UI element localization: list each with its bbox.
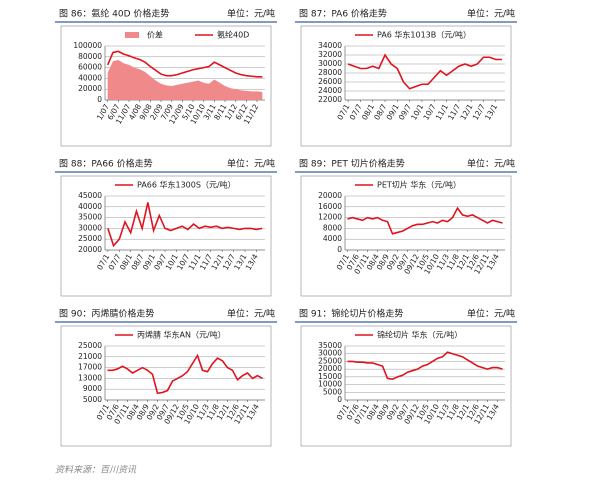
y-tick-label: 8000 xyxy=(323,223,342,232)
panel-unit: 单位：元/吨 xyxy=(467,8,515,20)
legend-label: 氨纶40D xyxy=(217,30,249,40)
legend-label: 价差 xyxy=(147,30,163,40)
panel-title: 图 88：PA66 价格走势 xyxy=(59,158,153,170)
chart-frame xyxy=(300,25,512,147)
y-tick-label: 34000 xyxy=(318,41,342,50)
y-tick-label: 15000 xyxy=(318,372,342,381)
y-tick-label: 21000 xyxy=(78,352,102,361)
chart-frame xyxy=(60,175,272,297)
y-tick-label: 22000 xyxy=(318,95,342,104)
source-note: 资料来源：百川资讯 xyxy=(55,465,137,476)
y-tick-label: 25000 xyxy=(78,341,102,350)
line xyxy=(347,206,503,235)
y-tick-label: 35000 xyxy=(78,213,102,222)
panel-unit: 单位：元/吨 xyxy=(467,158,515,170)
y-tick-label: 24000 xyxy=(318,86,342,95)
y-tick-label: 30000 xyxy=(318,349,342,358)
y-tick-label: 25000 xyxy=(78,234,102,243)
y-tick-label: 16000 xyxy=(318,202,342,211)
y-tick-label: 30000 xyxy=(78,223,102,232)
chart-frame xyxy=(60,25,272,147)
line xyxy=(347,53,502,90)
chart-frame xyxy=(300,175,512,297)
y-tick-label: 20000 xyxy=(78,245,102,254)
y-tick-label: 4000 xyxy=(323,234,342,243)
line xyxy=(106,50,263,78)
y-tick-label: 9000 xyxy=(83,384,102,393)
y-tick-label: 12000 xyxy=(318,213,342,222)
y-tick-label: 10000 xyxy=(318,380,342,389)
y-tick-label: 17000 xyxy=(78,363,102,372)
y-tick-label: 32000 xyxy=(318,50,342,59)
legend-label: 锦纶切片 华东（元/吨） xyxy=(377,330,462,340)
line xyxy=(107,353,263,395)
x-tick-label: 13/4 xyxy=(244,252,260,271)
legend-swatch xyxy=(125,32,139,38)
y-tick-label: 20000 xyxy=(318,191,342,200)
y-tick-label: 35000 xyxy=(318,341,342,350)
legend-label: PA66 华东1300S（元/吨） xyxy=(137,180,236,190)
x-tick-label: 13/1 xyxy=(483,102,499,121)
panel-unit: 单位：元/吨 xyxy=(467,308,515,320)
panel-title: 图 89：PET 切片价格走势 xyxy=(299,158,405,170)
legend-label: PA6 华东1013B（元/吨） xyxy=(377,30,471,40)
y-tick-label: 40000 xyxy=(78,73,102,82)
panel-unit: 单位：元/吨 xyxy=(227,158,275,170)
y-tick-label: 5000 xyxy=(323,387,342,396)
y-tick-label: 25000 xyxy=(318,356,342,365)
y-tick-label: 20000 xyxy=(318,364,342,373)
y-tick-label: 0 xyxy=(337,395,342,404)
y-tick-label: 0 xyxy=(97,95,102,104)
panel-title: 图 87：PA6 价格走势 xyxy=(299,8,387,20)
legend-label: 丙烯腈 华东AN（元/吨） xyxy=(137,330,226,340)
y-tick-label: 0 xyxy=(337,245,342,254)
y-tick-label: 26000 xyxy=(318,77,342,86)
panel-unit: 单位：元/吨 xyxy=(227,308,275,320)
panel-unit: 单位：元/吨 xyxy=(227,8,275,20)
y-tick-label: 45000 xyxy=(78,191,102,200)
line xyxy=(347,351,503,380)
chart-frame xyxy=(60,325,272,447)
area xyxy=(107,60,263,100)
y-tick-label: 30000 xyxy=(318,59,342,68)
y-tick-label: 13000 xyxy=(78,373,102,382)
y-tick-label: 20000 xyxy=(78,84,102,93)
panel-title: 图 90：丙烯腈价格走势 xyxy=(59,308,154,320)
y-tick-label: 100000 xyxy=(73,41,102,50)
panel-title: 图 86：氨纶 40D 价格走势 xyxy=(59,8,169,20)
legend-label: PET切片 华东（元/吨） xyxy=(377,180,461,190)
y-tick-label: 40000 xyxy=(78,202,102,211)
y-tick-label: 60000 xyxy=(78,63,102,72)
y-tick-label: 5000 xyxy=(83,395,102,404)
panel-title: 图 91：锦纶切片价格走势 xyxy=(299,308,403,320)
y-tick-label: 28000 xyxy=(318,68,342,77)
line xyxy=(107,202,263,248)
y-tick-label: 80000 xyxy=(78,52,102,61)
chart-frame xyxy=(300,325,512,447)
